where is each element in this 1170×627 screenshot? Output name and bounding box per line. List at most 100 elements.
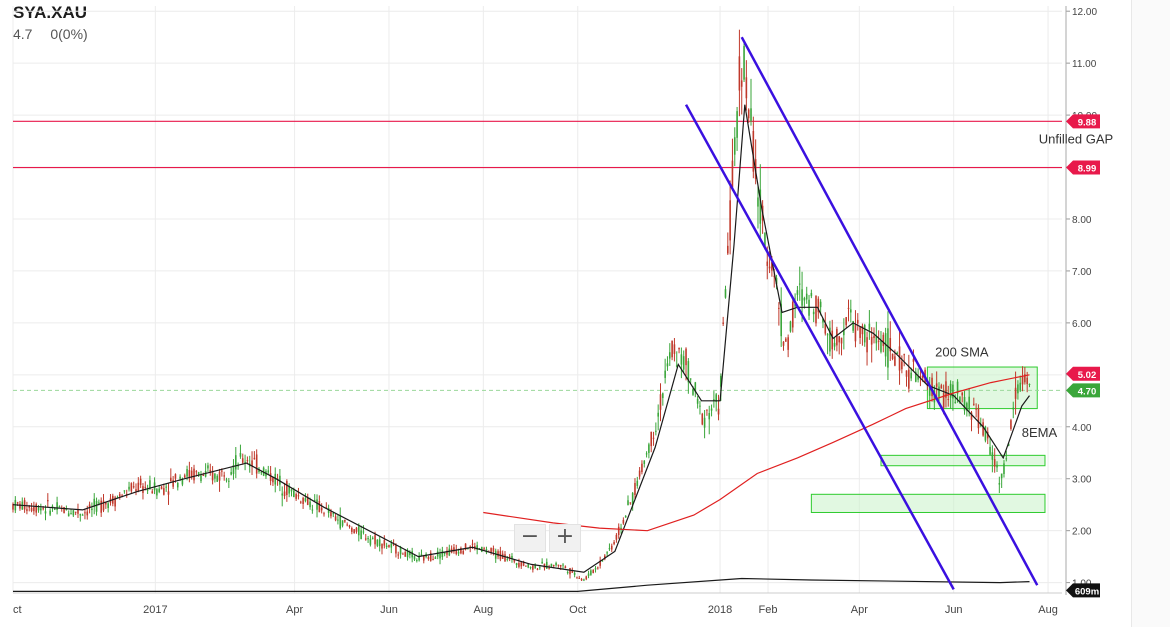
candle-body — [443, 552, 446, 554]
candle-body — [606, 552, 608, 554]
candle-body — [209, 469, 212, 473]
candle-body — [364, 538, 367, 540]
candle-body — [135, 489, 137, 492]
candle-body — [91, 508, 93, 511]
candle-body — [745, 77, 748, 99]
candle-body — [225, 479, 228, 481]
zoom-out-button[interactable]: − — [514, 524, 546, 552]
candle-body — [395, 545, 397, 554]
candle-body — [908, 369, 910, 389]
candle-body — [51, 505, 54, 507]
candle-body — [675, 365, 678, 367]
candle-body — [188, 470, 191, 478]
candle-body — [160, 486, 163, 490]
candle-body — [859, 326, 861, 338]
series-volume — [13, 577, 1030, 593]
candle-body — [374, 535, 376, 545]
price-tag — [1066, 383, 1100, 398]
candle-body — [847, 307, 850, 309]
candle-body — [634, 482, 636, 496]
candle-body — [789, 321, 792, 332]
candle-body — [476, 545, 478, 550]
candle-body — [631, 493, 634, 506]
candle-body — [230, 472, 232, 475]
candle-body — [467, 548, 469, 550]
candle-body — [996, 464, 998, 468]
candle-body — [541, 561, 543, 564]
symbol-title: SYA.XAU — [13, 3, 88, 22]
candle-body — [680, 354, 683, 365]
candle-body — [288, 486, 290, 494]
candle-body — [258, 468, 260, 473]
candle-body — [569, 567, 571, 575]
candle-body — [545, 561, 548, 569]
candle-body — [170, 477, 172, 482]
candle-body — [771, 262, 773, 271]
y-tick-label: 12.00 — [1072, 7, 1097, 18]
page-scrollbar[interactable] — [1131, 0, 1170, 627]
candle-body — [764, 232, 766, 247]
candle-body — [826, 334, 829, 336]
candle-body — [404, 552, 407, 557]
candle-body — [870, 336, 873, 345]
candle-body — [689, 378, 692, 380]
candle-body — [453, 547, 455, 552]
candle-body — [945, 381, 947, 398]
candle-body — [954, 401, 957, 403]
candle-body — [638, 470, 641, 477]
y-tick-label: 3.00 — [1072, 475, 1092, 486]
x-tick-label: Feb — [759, 604, 778, 616]
candle-body — [935, 383, 938, 387]
y-tick-label: 8.00 — [1072, 215, 1092, 226]
candle-body — [877, 340, 880, 342]
candle-body — [757, 197, 759, 207]
candle-body — [829, 327, 831, 352]
candle-body — [921, 375, 924, 379]
candle-body — [49, 510, 51, 515]
candle-body — [351, 528, 353, 532]
candle-body — [297, 495, 300, 497]
candle-body — [819, 301, 822, 308]
candle-body — [671, 340, 673, 358]
indicator-lines — [12, 104, 1030, 593]
candle-body — [601, 560, 604, 562]
candle-body — [571, 569, 574, 573]
candle-body — [234, 455, 237, 470]
x-tick-label: Jun — [945, 604, 963, 616]
channel-line[interactable] — [684, 104, 955, 590]
candle-body — [383, 540, 386, 546]
candle-body — [798, 283, 801, 285]
candle-body — [655, 430, 657, 432]
candle-body — [552, 565, 555, 567]
candle-body — [910, 372, 912, 379]
zoom-in-button[interactable]: + — [549, 524, 581, 552]
candle-body — [824, 323, 827, 334]
candle-body — [158, 488, 161, 492]
candle-body — [555, 562, 557, 566]
candle-body — [253, 457, 256, 460]
candle-body — [239, 453, 242, 457]
price-chart[interactable]: 1.002.003.004.005.006.007.008.009.0010.0… — [0, 0, 1132, 627]
candle-body — [200, 475, 202, 482]
candle-body — [302, 497, 304, 505]
y-tick-label: 7.00 — [1072, 267, 1092, 278]
candle-body — [532, 565, 534, 570]
channel-line[interactable] — [740, 36, 1039, 586]
candle-body — [901, 361, 903, 370]
trend-channel[interactable] — [684, 36, 1039, 590]
candle-body — [587, 573, 590, 576]
candle-body — [887, 328, 889, 368]
candle-body — [267, 470, 270, 473]
series-200-sma — [483, 374, 1030, 532]
candle-body — [58, 506, 61, 508]
candle-body — [313, 499, 316, 501]
price-change: 0(0%) — [50, 26, 88, 42]
candle-body — [845, 317, 847, 326]
candle-body — [810, 292, 813, 297]
candle-body — [311, 509, 314, 511]
candle-body — [392, 543, 395, 545]
candle-body — [53, 508, 56, 510]
candle-body — [390, 543, 393, 548]
candle-body — [244, 461, 246, 463]
candle-body — [989, 446, 991, 455]
